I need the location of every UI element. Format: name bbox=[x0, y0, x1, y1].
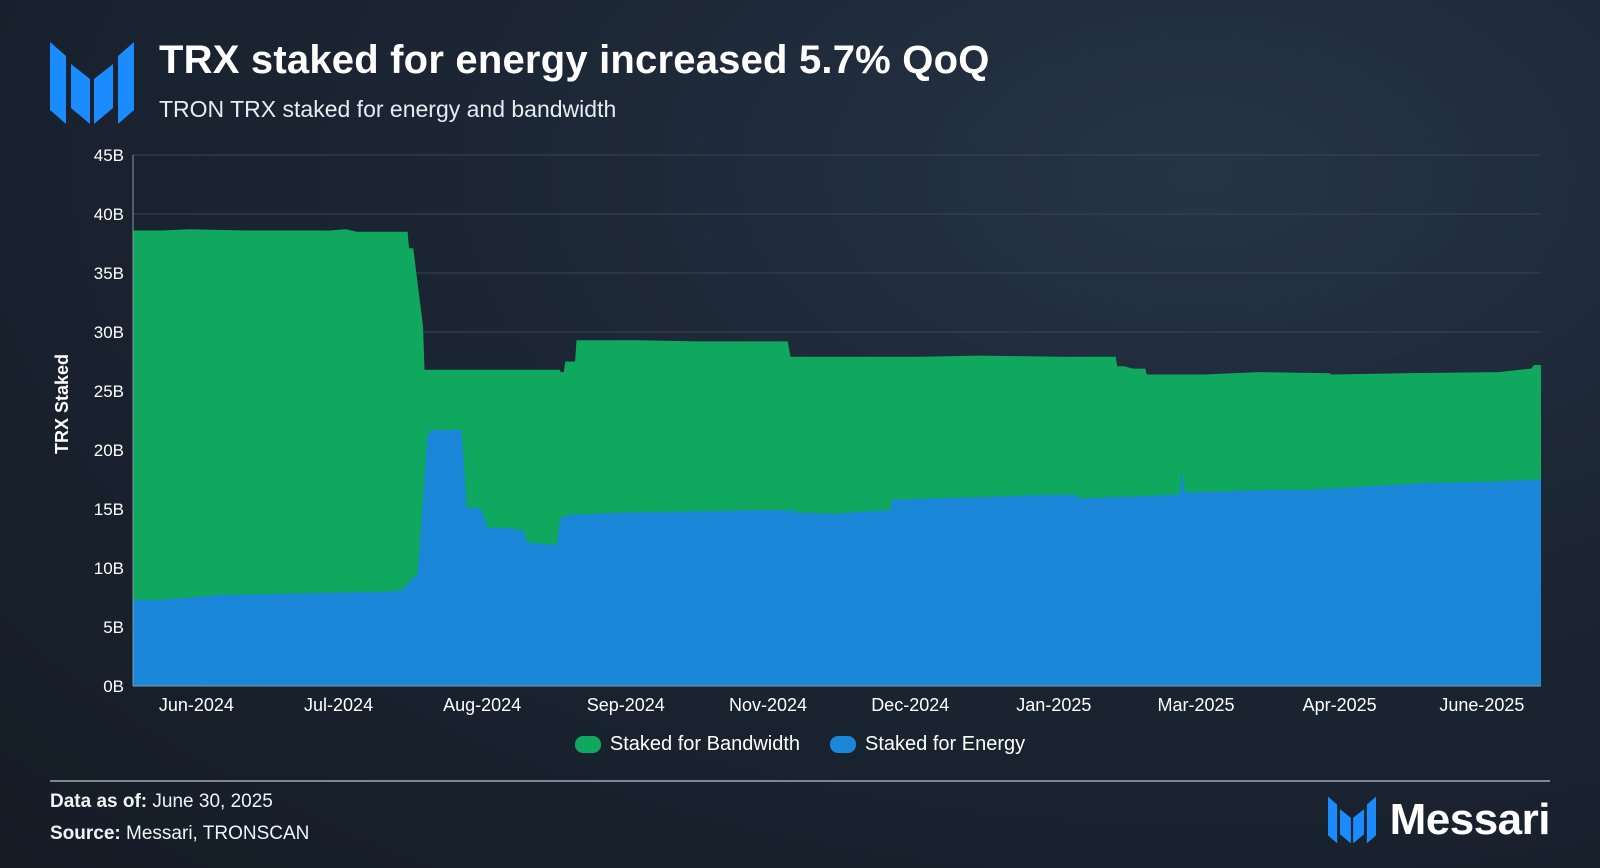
x-tick-label: Jan-2025 bbox=[1016, 695, 1091, 715]
messari-logo-small-icon bbox=[1327, 796, 1376, 844]
x-tick-label: Apr-2025 bbox=[1303, 695, 1377, 715]
chart-title: TRX staked for energy increased 5.7% QoQ bbox=[159, 38, 990, 82]
legend-label-bandwidth: Staked for Bandwidth bbox=[609, 733, 801, 755]
x-tick-label: June-2025 bbox=[1439, 695, 1524, 715]
y-tick-label: 0B bbox=[103, 677, 124, 696]
y-tick-label: 35B bbox=[94, 264, 124, 283]
footer-divider bbox=[50, 780, 1550, 782]
x-tick-label: Aug-2024 bbox=[443, 695, 521, 715]
data-as-of-value: June 30, 2025 bbox=[147, 791, 273, 812]
legend-label-energy: Staked for Energy bbox=[865, 733, 1026, 755]
y-tick-label: 25B bbox=[94, 382, 124, 401]
x-tick-label: Jun-2024 bbox=[159, 695, 234, 715]
y-axis-label: TRX Staked bbox=[52, 354, 72, 454]
legend-item-energy[interactable]: Staked for Energy bbox=[830, 733, 1025, 756]
y-tick-label: 40B bbox=[94, 205, 124, 224]
x-tick-label: Nov-2024 bbox=[729, 695, 807, 715]
data-as-of-label: Data as of: bbox=[50, 791, 148, 812]
legend-item-bandwidth[interactable]: Staked for Bandwidth bbox=[574, 733, 801, 756]
area-staked-for-energy bbox=[133, 429, 1541, 686]
source: Source: Messari, TRONSCAN bbox=[50, 823, 309, 845]
x-tick-label: Sep-2024 bbox=[587, 695, 665, 715]
y-tick-label: 30B bbox=[94, 323, 124, 342]
y-tick-label: 45B bbox=[94, 146, 124, 165]
y-tick-label: 15B bbox=[94, 500, 124, 519]
data-as-of: Data as of: June 30, 2025 bbox=[50, 791, 273, 813]
x-tick-label: Mar-2025 bbox=[1158, 695, 1235, 715]
legend-swatch-bandwidth bbox=[574, 736, 601, 753]
y-tick-label: 10B bbox=[94, 559, 124, 578]
brand: Messari bbox=[1327, 795, 1551, 845]
axes bbox=[132, 155, 1541, 687]
y-tick-label: 20B bbox=[94, 441, 124, 460]
x-tick-label: Jul-2024 bbox=[304, 695, 373, 715]
brand-name: Messari bbox=[1389, 795, 1551, 844]
chart-subtitle: TRON TRX staked for energy and bandwidth bbox=[159, 96, 617, 122]
y-tick-labels: 0B 5B 10B 15B 20B 25B 30B 35B 40B 45B bbox=[94, 146, 124, 696]
area-series bbox=[133, 229, 1541, 687]
x-tick-label: Dec-2024 bbox=[871, 695, 949, 715]
source-value: Messari, TRONSCAN bbox=[120, 823, 310, 844]
x-tick-labels: Jun-2024 Jul-2024 Aug-2024 Sep-2024 Nov-2024… bbox=[159, 695, 1525, 715]
legend: Staked for Bandwidth Staked for Energy bbox=[0, 733, 1600, 756]
legend-swatch-energy bbox=[830, 736, 857, 753]
messari-logo-icon bbox=[50, 42, 134, 124]
y-tick-label: 5B bbox=[103, 618, 124, 637]
source-label: Source: bbox=[50, 823, 121, 844]
